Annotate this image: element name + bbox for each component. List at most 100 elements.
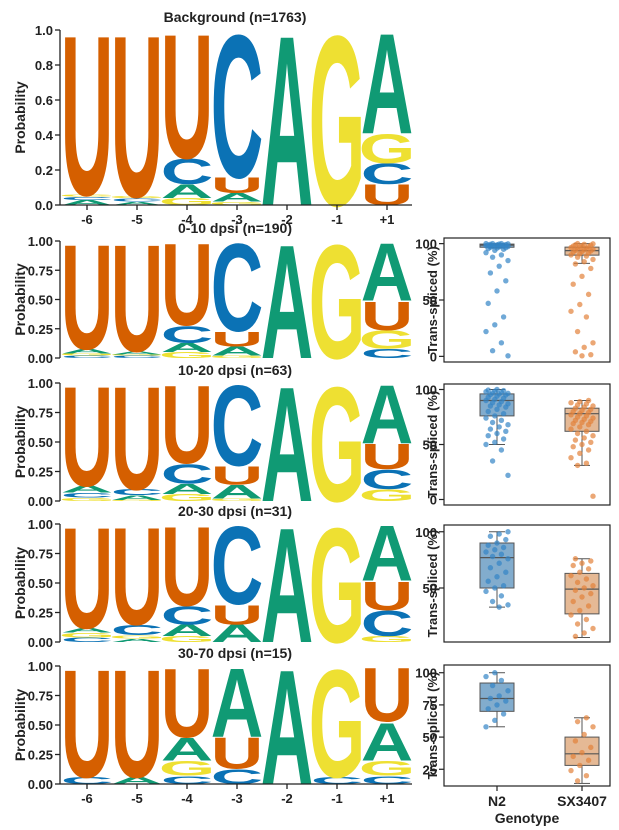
y-tick-label: 0.50 bbox=[28, 576, 53, 591]
data-point bbox=[588, 439, 594, 445]
y-tick-label: 100 bbox=[415, 237, 437, 252]
logo-letter-c: C bbox=[211, 765, 264, 789]
logo-panel-4: CUAUCGAUCUAACGCGAU0.000.250.500.751.00Pr… bbox=[12, 635, 415, 819]
logo-letter-g: G bbox=[359, 635, 416, 644]
logo-letter-c: C bbox=[61, 491, 114, 498]
data-point bbox=[577, 301, 583, 308]
logo-letter-g: G bbox=[109, 354, 166, 356]
logo-letter-a: A bbox=[161, 341, 214, 355]
x-tick-label: -5 bbox=[131, 791, 143, 806]
data-point bbox=[568, 426, 574, 432]
data-point bbox=[572, 738, 579, 744]
logo-letter-u: U bbox=[111, 356, 164, 521]
logo-letter-g: G bbox=[159, 492, 216, 503]
data-point bbox=[483, 724, 489, 730]
logo-letter-c: C bbox=[61, 355, 114, 359]
data-point bbox=[494, 288, 500, 294]
logo-letter-a: A bbox=[61, 484, 114, 495]
logo-letter-c: C bbox=[161, 152, 214, 193]
logo-letter-u: U bbox=[211, 729, 264, 778]
data-point bbox=[498, 417, 505, 423]
x-tick-label: -2 bbox=[281, 212, 293, 227]
data-point bbox=[485, 300, 491, 307]
y-axis-label: Trans-spliced (%) bbox=[425, 672, 440, 780]
data-point bbox=[489, 254, 496, 260]
logo-panel-2: GCAUGACUGACUGAUCAGGCUA0.000.250.500.751.… bbox=[12, 352, 415, 536]
y-tick-label: 0.25 bbox=[28, 606, 53, 621]
data-point bbox=[496, 604, 502, 610]
logo-letter-a: A bbox=[111, 494, 164, 501]
y-tick-label: 0.50 bbox=[28, 435, 53, 450]
y-tick-label: 0.25 bbox=[28, 465, 53, 480]
data-point bbox=[579, 419, 585, 426]
data-point bbox=[487, 565, 494, 571]
data-point bbox=[483, 328, 489, 335]
data-point bbox=[568, 308, 574, 314]
data-point bbox=[505, 688, 511, 694]
y-tick-label: 0.6 bbox=[35, 93, 53, 108]
data-point bbox=[579, 594, 585, 600]
logo-letter-u: U bbox=[361, 294, 414, 339]
logo-letter-c: C bbox=[61, 195, 114, 200]
data-point bbox=[568, 612, 574, 618]
data-point bbox=[485, 706, 491, 712]
data-point bbox=[494, 574, 500, 580]
data-point bbox=[503, 698, 509, 704]
logo-letter-u: U bbox=[61, 638, 114, 811]
data-point bbox=[494, 540, 500, 546]
y-tick-label: 0.2 bbox=[35, 163, 53, 178]
data-point bbox=[485, 408, 491, 415]
data-point bbox=[483, 441, 489, 448]
logo-letter-g: G bbox=[59, 497, 116, 503]
logo-letter-c: C bbox=[361, 464, 414, 495]
data-point bbox=[492, 585, 498, 591]
y-tick-label: 0.00 bbox=[28, 777, 53, 792]
data-point bbox=[579, 353, 585, 359]
data-point bbox=[568, 400, 574, 406]
y-tick-label: 1.00 bbox=[28, 234, 53, 249]
y-tick-label: 0.50 bbox=[28, 293, 53, 308]
logo-letter-u: U bbox=[361, 652, 414, 738]
panel-title: 10-20 dpsi (n=63) bbox=[178, 362, 292, 378]
data-point bbox=[581, 435, 587, 441]
x-tick-label: -3 bbox=[231, 212, 243, 227]
logo-letter-c: C bbox=[111, 622, 164, 638]
data-point bbox=[483, 249, 489, 256]
data-point bbox=[500, 711, 507, 717]
data-point bbox=[585, 603, 592, 609]
data-point bbox=[590, 256, 596, 263]
data-point bbox=[590, 493, 596, 499]
logo-letter-a: A bbox=[61, 347, 114, 354]
data-point bbox=[498, 551, 505, 557]
data-point bbox=[568, 412, 574, 418]
data-point bbox=[505, 556, 511, 562]
data-point bbox=[590, 433, 596, 439]
data-point bbox=[500, 411, 507, 417]
data-point bbox=[492, 247, 498, 254]
data-point bbox=[487, 426, 494, 432]
y-tick-label: 50 bbox=[423, 293, 437, 308]
data-point bbox=[583, 314, 590, 320]
logo-letter-c: C bbox=[211, 504, 264, 628]
x-tick-label: SX3407 bbox=[557, 793, 607, 809]
y-axis-label: Trans-spliced (%) bbox=[425, 246, 440, 354]
y-tick-label: 0.75 bbox=[28, 406, 53, 421]
y-tick-label: 0.75 bbox=[28, 689, 53, 704]
data-point bbox=[505, 422, 511, 428]
logo-letter-g: G bbox=[109, 196, 166, 199]
data-point bbox=[579, 560, 585, 566]
y-tick-label: 0.4 bbox=[35, 128, 54, 143]
x-tick-label: -5 bbox=[131, 212, 143, 227]
data-point bbox=[574, 718, 581, 725]
logo-letter-a: A bbox=[361, 225, 414, 319]
y-tick-label: 0.50 bbox=[28, 718, 53, 733]
logo-letter-g: G bbox=[359, 757, 416, 781]
data-point bbox=[588, 744, 594, 751]
data-point bbox=[581, 258, 587, 265]
logo-letter-g: G bbox=[309, 0, 366, 258]
data-point bbox=[492, 547, 498, 553]
logo-letter-u: U bbox=[211, 599, 264, 630]
data-point bbox=[492, 717, 498, 724]
